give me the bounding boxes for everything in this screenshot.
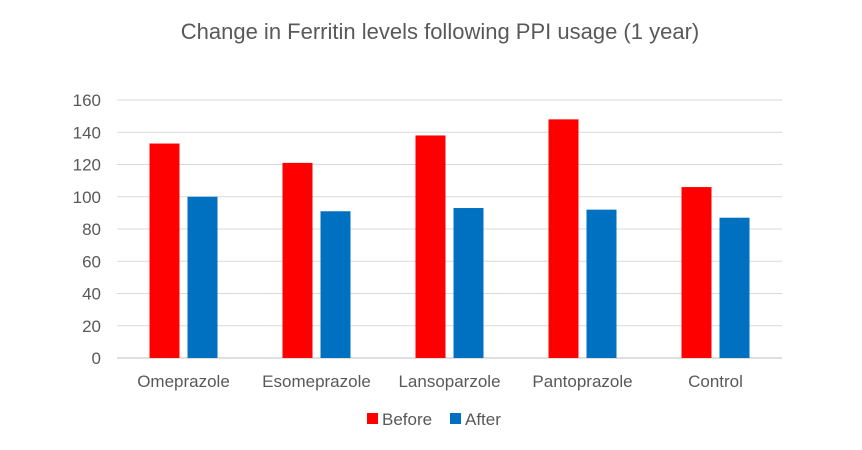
y-tick-label: 40 xyxy=(82,285,101,304)
bar-before-esomeprazole xyxy=(282,162,313,358)
legend-label-after: After xyxy=(465,410,501,429)
bar-before-lansoparzole xyxy=(415,135,446,358)
bar-after-omeprazole xyxy=(187,196,218,358)
chart-title: Change in Ferritin levels following PPI … xyxy=(180,19,700,44)
x-tick-label: Pantoprazole xyxy=(532,372,632,391)
bar-before-pantoprazole xyxy=(548,119,579,358)
bar-after-pantoprazole xyxy=(586,209,617,358)
bar-after-lansoparzole xyxy=(453,208,484,358)
x-tick-label: Lansoparzole xyxy=(398,372,500,391)
x-tick-label: Omeprazole xyxy=(137,372,230,391)
y-tick-label: 80 xyxy=(82,220,101,239)
x-axis-ticks: Omeprazole Esomeprazole Lansoparzole Pantop… xyxy=(137,372,743,391)
bar-after-esomeprazole xyxy=(320,211,351,358)
bar-before-control xyxy=(681,187,712,358)
y-tick-label: 60 xyxy=(82,252,101,271)
legend-label-before: Before xyxy=(382,410,432,429)
bar-before-omeprazole xyxy=(149,143,180,358)
y-tick-label: 140 xyxy=(73,123,101,142)
y-tick-label: 120 xyxy=(73,156,101,175)
gridlines xyxy=(117,99,782,359)
y-tick-label: 0 xyxy=(92,349,101,368)
y-tick-label: 100 xyxy=(73,188,101,207)
y-tick-label: 160 xyxy=(73,91,101,110)
bar-after-control xyxy=(719,217,750,358)
x-tick-label: Control xyxy=(688,372,743,391)
y-axis-ticks: 0 20 40 60 80 100 120 140 160 xyxy=(73,91,101,368)
legend: Before After xyxy=(367,410,501,429)
y-tick-label: 20 xyxy=(82,317,101,336)
legend-swatch-after xyxy=(450,413,461,424)
bars xyxy=(149,119,750,358)
legend-swatch-before xyxy=(367,413,378,424)
x-tick-label: Esomeprazole xyxy=(262,372,371,391)
